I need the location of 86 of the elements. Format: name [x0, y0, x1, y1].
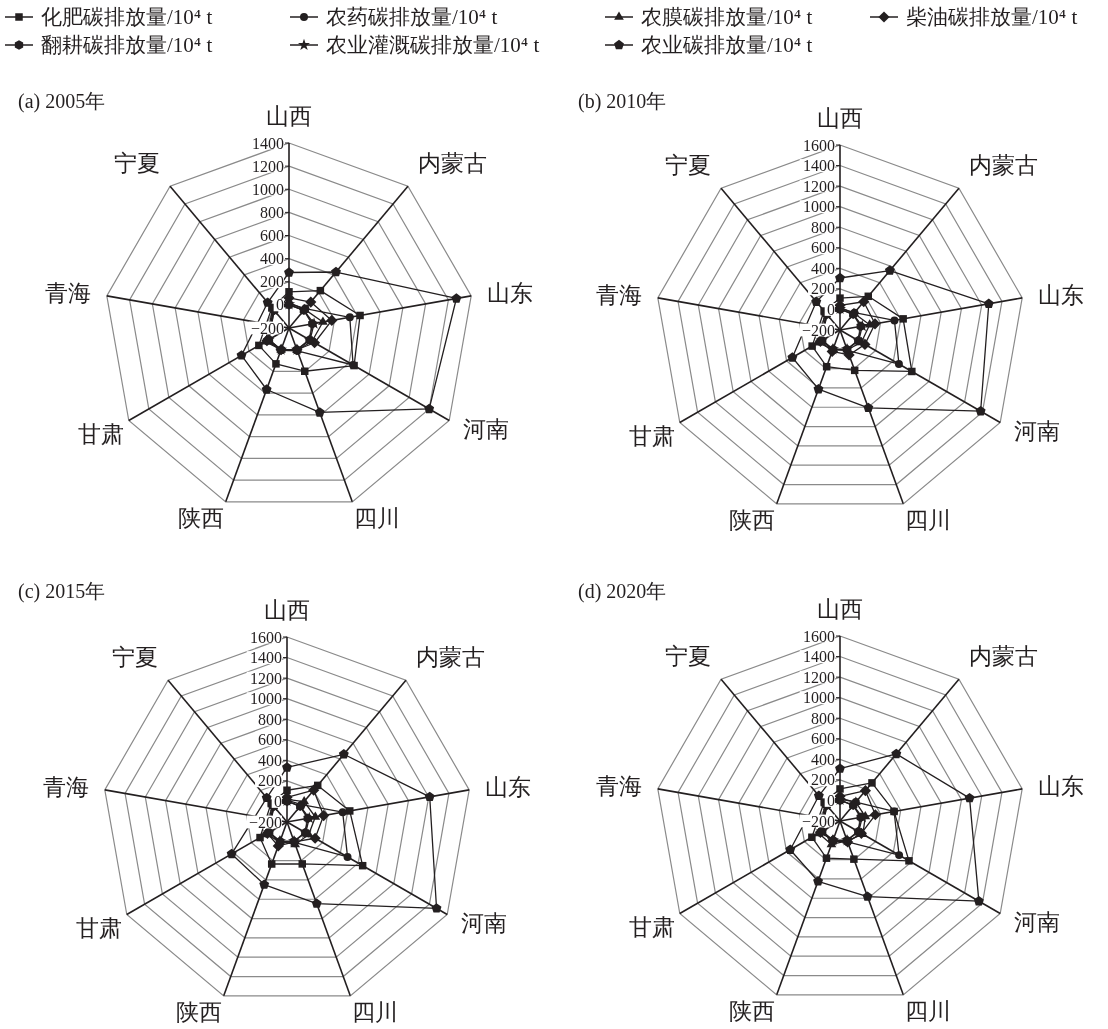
spoke-label: 宁夏	[111, 644, 158, 670]
y-tick-label: −200	[248, 813, 282, 831]
spoke-label: 陕西	[177, 505, 224, 531]
spoke-label: 山西	[266, 103, 312, 129]
spoke-label: 甘肃	[628, 914, 675, 940]
legend-label: 化肥碳排放量/10⁴ t	[41, 5, 213, 30]
spoke-label: 内蒙古	[416, 644, 486, 670]
y-tick-label: 0	[274, 793, 282, 811]
y-tick-label: 1600	[803, 136, 835, 154]
y-tick-label: 600	[811, 239, 835, 257]
y-tick-label: 1400	[250, 649, 282, 667]
y-tick-label: 1000	[250, 690, 282, 708]
chart-title: (c) 2015年	[18, 580, 106, 603]
y-tick-label: 1400	[803, 157, 835, 175]
legend-label: 农业灌溉碳排放量/10⁴ t	[326, 33, 540, 58]
legend-label: 农业碳排放量/10⁴ t	[641, 33, 813, 58]
spoke-label: 青海	[43, 775, 90, 801]
spoke-label: 陕西	[175, 999, 222, 1025]
spoke-label: 青海	[596, 774, 643, 800]
y-tick-label: 1200	[250, 669, 282, 687]
y-tick-label: 1600	[803, 627, 835, 645]
y-tick-label: 600	[258, 731, 282, 749]
spoke-label: 青海	[45, 281, 92, 307]
spoke-label: 山西	[264, 597, 310, 623]
text: (a) 2005年	[18, 90, 106, 113]
spoke-label: 河南	[463, 416, 510, 442]
legend-label: 农膜碳排放量/10⁴ t	[641, 5, 813, 30]
y-tick-label: 0	[276, 296, 284, 314]
spoke-label: 陕西	[728, 507, 775, 533]
spoke-label: 山东	[1037, 283, 1084, 309]
spoke-label: 山西	[817, 105, 863, 131]
y-tick-label: 1400	[252, 134, 284, 152]
spoke-label: 河南	[461, 910, 508, 936]
y-tick-label: 1000	[252, 180, 284, 198]
spoke-label: 甘肃	[628, 423, 675, 449]
spoke-label: 四川	[905, 507, 952, 533]
y-tick-label: 1600	[250, 628, 282, 646]
y-tick-label: 200	[811, 280, 835, 298]
y-tick-label: 600	[811, 730, 835, 748]
legend-label: 农药碳排放量/10⁴ t	[326, 5, 498, 30]
y-tick-label: 1200	[803, 668, 835, 686]
y-tick-label: 1400	[803, 648, 835, 666]
y-tick-label: 1200	[803, 177, 835, 195]
y-tick-label: 400	[258, 751, 282, 769]
spoke-label: 陕西	[728, 998, 775, 1024]
y-tick-label: 800	[258, 710, 282, 728]
y-tick-label: 1200	[252, 157, 284, 175]
y-tick-label: 600	[260, 227, 284, 245]
spoke-label: 河南	[1014, 418, 1061, 444]
y-tick-label: 800	[811, 218, 835, 236]
spoke-label: 四川	[352, 999, 399, 1025]
spoke-label: 宁夏	[664, 152, 711, 178]
legend-label: 翻耕碳排放量/10⁴ t	[41, 33, 213, 58]
y-tick-label: 200	[260, 273, 284, 291]
y-tick-label: 800	[811, 709, 835, 727]
spoke-label: 宁夏	[113, 150, 160, 176]
y-tick-label: −200	[801, 321, 835, 339]
spoke-label: 甘肃	[77, 421, 124, 447]
y-tick-label: 400	[811, 259, 835, 277]
y-tick-label: 400	[260, 250, 284, 268]
spoke-label: 内蒙古	[418, 150, 488, 176]
spoke-label: 山西	[817, 596, 863, 622]
y-tick-label: 800	[260, 203, 284, 221]
y-tick-label: −200	[801, 812, 835, 830]
spoke-label: 甘肃	[75, 915, 122, 941]
spoke-label: 内蒙古	[969, 643, 1039, 669]
chart-title: (d) 2020年	[578, 580, 667, 603]
spoke-label: 河南	[1014, 909, 1061, 935]
spoke-label: 山东	[484, 775, 531, 801]
y-tick-label: 200	[258, 772, 282, 790]
legend-label: 柴油碳排放量/10⁴ t	[906, 5, 1078, 30]
chart-title: (b) 2010年	[578, 90, 667, 113]
spoke-label: 山东	[486, 281, 533, 307]
spoke-label: 宁夏	[664, 643, 711, 669]
y-tick-label: 1000	[803, 689, 835, 707]
y-tick-label: 0	[827, 301, 835, 319]
y-tick-label: −200	[250, 319, 284, 337]
spoke-label: 山东	[1037, 774, 1084, 800]
spoke-label: 四川	[354, 505, 401, 531]
y-tick-label: 200	[811, 771, 835, 789]
spoke-label: 内蒙古	[969, 152, 1039, 178]
y-tick-label: 400	[811, 750, 835, 768]
y-tick-label: 0	[827, 792, 835, 810]
spoke-label: 青海	[596, 283, 643, 309]
y-tick-label: 1000	[803, 198, 835, 216]
spoke-label: 四川	[905, 998, 952, 1024]
